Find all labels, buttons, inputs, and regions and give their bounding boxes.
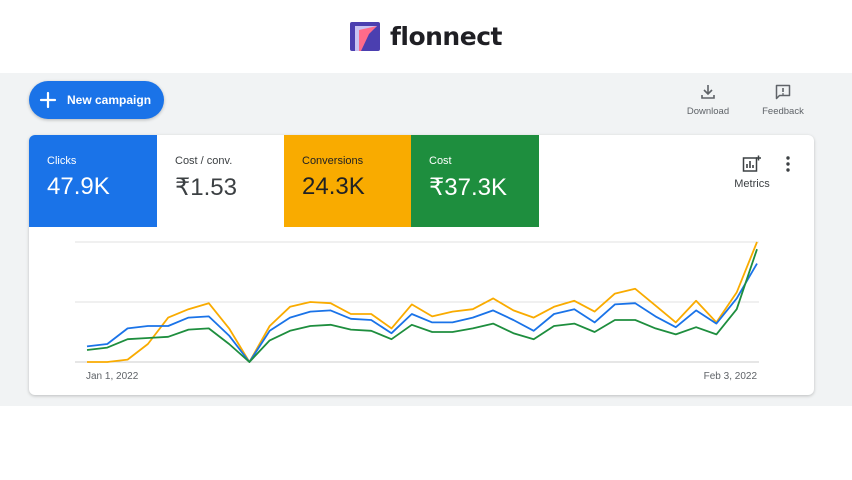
more-vert-icon[interactable] (783, 155, 793, 173)
tile-conversions-value: 24.3K (302, 173, 365, 200)
series-line-2 (86, 248, 758, 363)
tile-cost-per-conv-label: Cost / conv. (175, 155, 233, 167)
download-label: Download (686, 106, 730, 117)
tile-clicks-value: 47.9K (47, 173, 110, 200)
brand-name: flonnect (390, 22, 502, 51)
tile-clicks[interactable]: Clicks 47.9K (29, 135, 157, 227)
new-campaign-button[interactable]: New campaign (29, 81, 164, 119)
tile-conversions-label: Conversions (302, 155, 364, 167)
tile-clicks-label: Clicks (47, 155, 77, 167)
new-campaign-label: New campaign (67, 93, 152, 107)
download-icon (701, 85, 715, 99)
performance-chart: Jan 1, 2022 Feb 3, 2022 (75, 241, 759, 382)
tile-cost-label: Cost (429, 155, 452, 167)
feedback-icon (775, 84, 791, 100)
x-tick-label-end: Feb 3, 2022 (704, 371, 758, 382)
series-line-1 (86, 263, 758, 363)
series-line-0 (87, 241, 758, 363)
performance-card: Clicks 47.9K Cost / conv. ₹1.53 Conversi… (29, 135, 814, 395)
tile-cost-value: ₹37.3K (429, 174, 507, 201)
tile-cost[interactable]: Cost ₹37.3K (411, 135, 539, 227)
tile-cost-per-conv-value: ₹1.53 (175, 174, 237, 201)
add-chart-icon (742, 155, 761, 172)
flonnect-logo-icon (350, 21, 381, 51)
main-panel: New campaign Download Feedback Clicks 47… (0, 73, 852, 406)
tile-cost-per-conv[interactable]: Cost / conv. ₹1.53 (157, 135, 284, 227)
metrics-label: Metrics (734, 178, 770, 190)
feedback-button[interactable]: Feedback (753, 83, 813, 117)
download-button[interactable]: Download (678, 83, 738, 117)
metrics-button[interactable]: Metrics (730, 155, 774, 190)
tile-conversions[interactable]: Conversions 24.3K (284, 135, 411, 227)
plus-icon (39, 91, 57, 109)
feedback-label: Feedback (762, 106, 804, 117)
brand-header: flonnect (0, 0, 852, 73)
x-tick-label-start: Jan 1, 2022 (86, 371, 139, 382)
